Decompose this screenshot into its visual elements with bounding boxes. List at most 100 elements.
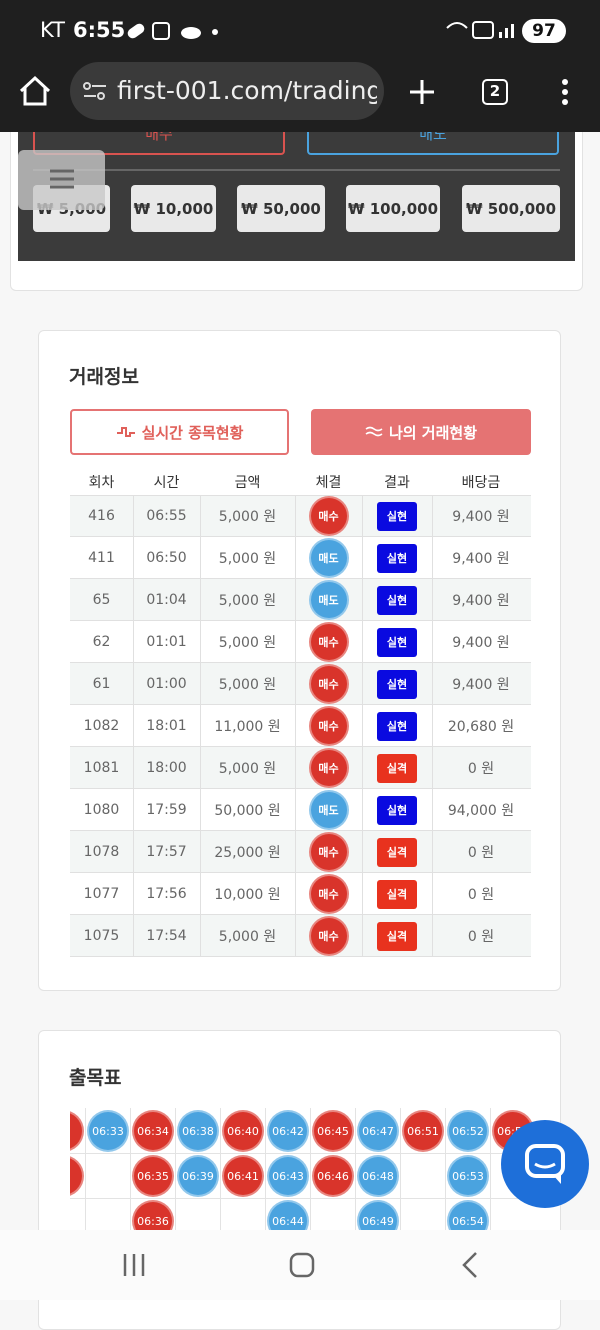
board-marker: 06:53 (447, 1155, 489, 1197)
pulse-icon (116, 427, 135, 437)
live-tab[interactable]: 실시간 종목현황 (70, 409, 289, 455)
cell-time: 17:54 (146, 928, 187, 944)
side-badge: 매도 (308, 538, 349, 578)
column-divider (133, 495, 134, 537)
nav-bar (0, 1230, 600, 1300)
table-row (70, 495, 531, 537)
board-marker: 2 (70, 1155, 84, 1197)
board-row-line (70, 1198, 532, 1199)
table-row (70, 915, 531, 957)
chat-button[interactable] (501, 1120, 589, 1208)
cell-payout: 20,680 원 (447, 719, 515, 735)
status-icons (127, 22, 218, 40)
site-settings-icon[interactable] (82, 80, 108, 102)
side-badge: 매수 (308, 496, 349, 536)
cell-payout: 9,400 원 (452, 509, 510, 525)
column-divider (295, 915, 296, 957)
result-badge: 실현 (377, 627, 417, 657)
cell-round: 1081 (83, 760, 120, 776)
tab-count[interactable]: 2 (482, 79, 508, 105)
column-divider (295, 495, 296, 537)
cell-round: 411 (88, 550, 115, 566)
table-cell: 매도 (295, 537, 362, 579)
table-cell: 매수 (295, 915, 362, 957)
cell-round: 62 (92, 634, 111, 650)
cell-time: 18:00 (146, 760, 187, 776)
cell-amount: 10,000 원 (214, 887, 281, 903)
cell-time: 01:01 (146, 634, 187, 650)
column-divider (200, 705, 201, 747)
section-title: 거래정보 (69, 366, 139, 388)
side-badge: 매도 (308, 790, 349, 830)
column-divider (200, 621, 201, 663)
column-divider (432, 705, 433, 747)
side-badge: 매수 (308, 874, 349, 914)
board-marker: 06:49 (357, 1200, 399, 1230)
amount-button[interactable]: ₩ 100,000 (346, 185, 440, 232)
column-divider (295, 873, 296, 915)
new-tab-icon[interactable] (408, 78, 436, 106)
side-badge: 매도 (308, 580, 349, 620)
table-cell: 실현 (362, 663, 432, 705)
column-divider (200, 747, 201, 789)
board-marker: 06:44 (267, 1200, 309, 1230)
cell-round: 65 (92, 592, 111, 608)
cell-payout: 9,400 원 (452, 635, 510, 651)
amount-button[interactable]: ₩ 500,000 (462, 185, 560, 232)
column-divider (200, 873, 201, 915)
table-row (70, 873, 531, 915)
cell-round: 1077 (83, 886, 120, 902)
column-divider (200, 495, 201, 537)
url-bar[interactable]: first-001.com/trading (70, 62, 384, 120)
cell-time: 06:50 (146, 550, 187, 566)
column-divider (133, 747, 134, 789)
cell-round: 1082 (83, 718, 120, 734)
column-divider (432, 831, 433, 873)
column-divider (432, 495, 433, 537)
column-divider (295, 537, 296, 579)
cell-amount: 5,000 원 (218, 761, 277, 777)
board-grid: 1206:3306:3406:3506:3606:3806:3906:4006:… (70, 1108, 532, 1230)
table-cell: 실현 (362, 705, 432, 747)
amount-button[interactable]: ₩ 50,000 (237, 185, 325, 232)
table-cell: 매수 (295, 831, 362, 873)
board-column-line (400, 1108, 401, 1230)
column-divider (200, 663, 201, 705)
table-cell: 매수 (295, 495, 362, 537)
my-tab[interactable]: 나의 거래현황 (311, 409, 531, 455)
column-divider (133, 705, 134, 747)
menu-toggle[interactable] (18, 150, 105, 210)
column-divider (362, 621, 363, 663)
url: first-001.com/trading (117, 76, 377, 105)
cell-payout: 9,400 원 (452, 593, 510, 609)
cell-time: 01:04 (146, 592, 187, 608)
board-marker: 06:38 (177, 1110, 219, 1152)
table-cell: 실격 (362, 831, 432, 873)
side-badge: 매수 (308, 748, 349, 788)
cell-amount: 5,000 원 (218, 677, 277, 693)
home-icon[interactable] (18, 75, 52, 107)
column-divider (362, 579, 363, 621)
cell-round: 1080 (83, 802, 120, 818)
cell-round: 1075 (83, 928, 120, 944)
column-divider (133, 789, 134, 831)
cell-payout: 0 원 (467, 929, 495, 945)
column-divider (432, 537, 433, 579)
cell-time: 01:00 (146, 676, 187, 692)
cell-round: 61 (92, 676, 111, 692)
board-column-line (490, 1108, 491, 1230)
column-divider (362, 915, 363, 957)
table-cell: 실현 (362, 621, 432, 663)
column-divider (432, 663, 433, 705)
table-cell: 매수 (295, 621, 362, 663)
wave-icon (365, 426, 383, 437)
side-badge: 매수 (308, 916, 349, 956)
column-divider (432, 747, 433, 789)
amount-button[interactable]: ₩ 10,000 (131, 185, 216, 232)
table-row (70, 705, 531, 747)
board-marker: 1 (70, 1110, 84, 1152)
column-divider (432, 915, 433, 957)
table-row (70, 747, 531, 789)
result-badge: 실격 (377, 837, 417, 867)
menu-dots[interactable] (558, 78, 572, 108)
